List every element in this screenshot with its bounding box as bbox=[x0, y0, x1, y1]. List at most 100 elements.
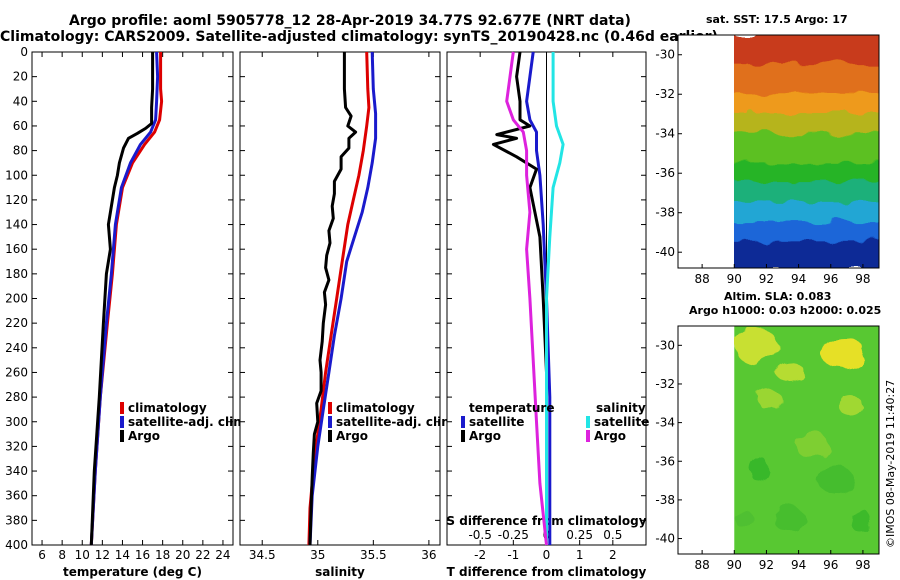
sst-map-band bbox=[734, 182, 879, 204]
sla-map-xtick-label: 90 bbox=[727, 558, 742, 572]
temperature-legend-label: climatology bbox=[128, 401, 207, 415]
difference-series-temperature-argo bbox=[491, 51, 548, 545]
temperature-ytick-label: 220 bbox=[5, 316, 28, 330]
temperature-ytick-label: 80 bbox=[13, 144, 28, 158]
temperature-xtick-label: 10 bbox=[75, 548, 90, 562]
salinity-series-satellite-adj-clim- bbox=[308, 51, 378, 546]
temperature-legend-label: satellite-adj. clim. bbox=[128, 415, 250, 429]
difference-legend-label: satellite bbox=[469, 415, 524, 429]
sla-map-patch bbox=[818, 466, 854, 494]
sla-map-xtick-label: 94 bbox=[791, 558, 806, 572]
sla-map-patch bbox=[820, 336, 864, 368]
sst-map-xtick-label: 98 bbox=[855, 272, 870, 286]
sst-map-xtick-label: 88 bbox=[694, 272, 709, 286]
temperature-ytick-label: 160 bbox=[5, 242, 28, 256]
temperature-legend-swatch bbox=[120, 430, 124, 442]
sla-map-patch bbox=[737, 510, 753, 530]
sst-map-band bbox=[734, 241, 879, 268]
sst-map-ytick-label: -38 bbox=[655, 206, 675, 220]
sla-map-ytick-label: -32 bbox=[655, 377, 675, 391]
sla-map-subtitle: Argo h1000: 0.03 h2000: 0.025 bbox=[689, 304, 882, 317]
difference-legend-label: Argo bbox=[469, 429, 501, 443]
salinity-xlabel: salinity bbox=[315, 565, 365, 579]
sla-map-patch bbox=[734, 327, 777, 363]
difference-series-salinity-argo bbox=[505, 51, 548, 546]
sst-map-band bbox=[734, 201, 879, 224]
temperature-ytick-label: 240 bbox=[5, 341, 28, 355]
sst-map-bands bbox=[734, 35, 879, 268]
salinity-xtick-label: 35.5 bbox=[360, 548, 387, 562]
difference-legend-temp-title: temperature bbox=[469, 401, 554, 415]
sla-map-xtick-label: 98 bbox=[855, 558, 870, 572]
difference-legend-label: Argo bbox=[594, 429, 626, 443]
sst-map-ytick-label: -40 bbox=[655, 245, 675, 259]
difference-xtick-label: -1 bbox=[507, 548, 519, 562]
difference-xtick-label: 2 bbox=[609, 548, 617, 562]
difference-s-xtick-label: -0.25 bbox=[498, 528, 529, 542]
temperature-xtick-label: 14 bbox=[115, 548, 130, 562]
sst-map-band bbox=[734, 35, 879, 66]
salinity-legend-swatch bbox=[328, 416, 332, 428]
temperature-xtick-label: 6 bbox=[38, 548, 46, 562]
sla-map-patch bbox=[774, 508, 806, 532]
difference-legend-sal-title: salinity bbox=[596, 401, 646, 415]
difference-s-xtick-label: 0.5 bbox=[603, 528, 622, 542]
temperature-ytick-label: 320 bbox=[5, 439, 28, 453]
temperature-xtick-label: 24 bbox=[215, 548, 230, 562]
title-line-2: Climatology: CARS2009. Satellite-adjuste… bbox=[0, 29, 718, 45]
temperature-ytick-label: 180 bbox=[5, 267, 28, 281]
difference-s-xtick-label: 0.25 bbox=[566, 528, 593, 542]
sla-map-ytick-label: -30 bbox=[655, 338, 675, 352]
salinity-xtick-label: 36 bbox=[421, 548, 436, 562]
temperature-ytick-label: 60 bbox=[13, 119, 28, 133]
temperature-xtick-label: 18 bbox=[155, 548, 170, 562]
temperature-plot-frame bbox=[31, 51, 234, 546]
sla-map-patch bbox=[776, 362, 804, 382]
sla-map-patch bbox=[750, 458, 770, 482]
temperature-xlabel: temperature (deg C) bbox=[63, 565, 202, 579]
sla-map-ytick-label: -34 bbox=[655, 416, 675, 430]
salinity-xtick-label: 34.5 bbox=[249, 548, 276, 562]
sst-map-xtick-label: 92 bbox=[759, 272, 774, 286]
temperature-ytick-label: 20 bbox=[13, 70, 28, 84]
sla-map-blobs bbox=[734, 327, 870, 532]
difference-xtick-label: 0 bbox=[543, 548, 551, 562]
sla-map-patch bbox=[838, 395, 862, 415]
difference-xlabel: T difference from climatology bbox=[447, 565, 647, 579]
temperature-ytick-label: 0 bbox=[20, 45, 28, 59]
sst-map-band bbox=[734, 93, 879, 115]
title-line-1: Argo profile: aoml 5905778_12 28-Apr-201… bbox=[69, 13, 631, 29]
temperature-ytick-label: 340 bbox=[5, 464, 28, 478]
temperature-ytick-label: 40 bbox=[13, 94, 28, 108]
difference-s-xtick-label: -0.5 bbox=[468, 528, 491, 542]
temperature-ytick-label: 300 bbox=[5, 415, 28, 429]
sst-map-band bbox=[734, 221, 879, 244]
temperature-xtick-label: 20 bbox=[175, 548, 190, 562]
salinity-series-climatology bbox=[307, 51, 371, 546]
temperature-ytick-label: 200 bbox=[5, 292, 28, 306]
salinity-legend-label: climatology bbox=[336, 401, 415, 415]
sla-map-ytick-label: -36 bbox=[655, 454, 675, 468]
temperature-ytick-label: 100 bbox=[5, 168, 28, 182]
temperature-ytick-label: 260 bbox=[5, 365, 28, 379]
salinity-xtick-label: 35 bbox=[310, 548, 325, 562]
sla-map-title: Altim. SLA: 0.083 bbox=[724, 290, 832, 303]
difference-series-salinity-satellite bbox=[545, 52, 565, 545]
sla-map-border bbox=[677, 325, 880, 555]
sst-map-band bbox=[734, 162, 879, 185]
salinity-legend-swatch bbox=[328, 430, 332, 442]
difference-legend-swatch bbox=[586, 416, 590, 428]
sst-map-ytick-label: -34 bbox=[655, 127, 675, 141]
sla-map-patch bbox=[758, 390, 782, 410]
sst-map-field bbox=[734, 35, 879, 268]
sst-map-band bbox=[734, 132, 879, 165]
sst-map-xtick-label: 90 bbox=[727, 272, 742, 286]
salinity-series-argo bbox=[308, 52, 358, 546]
salinity-legend-label: Argo bbox=[336, 429, 368, 443]
temperature-xtick-label: 8 bbox=[58, 548, 66, 562]
temperature-xtick-label: 22 bbox=[195, 548, 210, 562]
sla-map-ytick-label: -38 bbox=[655, 493, 675, 507]
temperature-ytick-label: 400 bbox=[5, 538, 28, 552]
sst-map-band bbox=[734, 63, 879, 96]
